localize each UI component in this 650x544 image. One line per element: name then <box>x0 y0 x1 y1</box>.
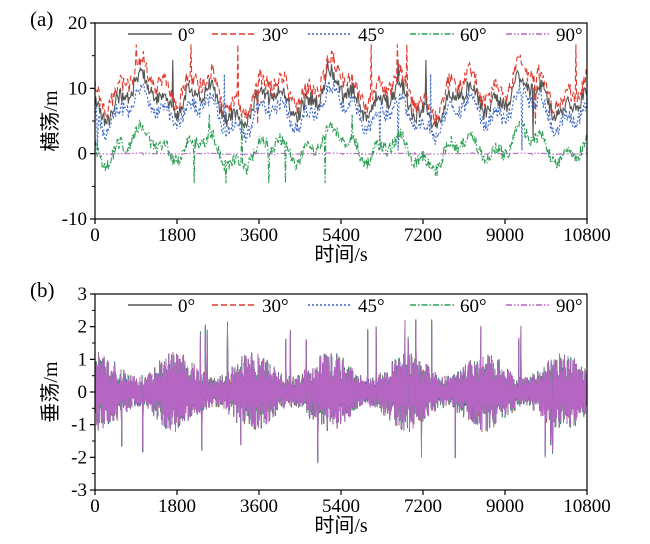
legend-label: 30° <box>262 296 289 317</box>
y-tick-label: 0 <box>78 144 88 165</box>
x-tick-label: 0 <box>90 496 100 517</box>
plot-area <box>95 319 587 464</box>
legend-label: 0° <box>178 25 195 46</box>
y-axis-title: 横荡/m <box>39 90 62 152</box>
legend-label: 60° <box>460 25 487 46</box>
legend-label: 0° <box>178 296 195 317</box>
x-tick-label: 7200 <box>404 225 442 246</box>
x-tick-label: 10800 <box>563 496 611 517</box>
x-tick-label: 5400 <box>322 225 360 246</box>
y-tick-label: -2 <box>71 447 87 468</box>
y-tick-label: 10 <box>68 78 87 99</box>
x-tick-label: 0 <box>90 225 100 246</box>
legend-label: 60° <box>460 296 487 317</box>
legend-label: 90° <box>556 25 583 46</box>
y-tick-label: -1 <box>71 415 87 436</box>
chart-panel-1: 0 1800 3600 5400 7200 9000 10800 -3 -2 -1 0 1 2 3 时间/s… <box>30 278 611 537</box>
x-tick-label: 10800 <box>563 225 611 246</box>
legend-label: 45° <box>358 296 385 317</box>
y-axis-title: 垂荡/m <box>39 361 62 423</box>
series-line <box>95 320 587 462</box>
x-tick-label: 1800 <box>158 496 196 517</box>
series-line <box>95 59 587 138</box>
series-line <box>95 151 587 156</box>
x-axis-title: 时间/s <box>314 514 368 537</box>
plot-area <box>95 44 587 184</box>
chart-panel-0: 0 1800 3600 5400 7200 9000 10800-1001020时间/s横荡… <box>30 7 611 266</box>
x-tick-label: 3600 <box>240 225 278 246</box>
y-tick-label: 2 <box>78 317 88 338</box>
y-tick-label: 1 <box>78 349 88 370</box>
panel-label: (a) <box>30 7 53 31</box>
legend-label: 30° <box>262 25 289 46</box>
x-axis-title: 时间/s <box>314 243 368 266</box>
x-tick-label: 9000 <box>486 496 524 517</box>
legend-label: 45° <box>358 25 385 46</box>
y-tick-label: 3 <box>78 284 88 305</box>
series-line <box>95 44 587 126</box>
legend-label: 90° <box>556 296 583 317</box>
x-tick-label: 9000 <box>486 225 524 246</box>
x-tick-label: 3600 <box>240 496 278 517</box>
plot-frame <box>94 22 588 220</box>
y-tick-label: -3 <box>71 480 87 501</box>
series-line <box>95 74 587 151</box>
panel-label: (b) <box>30 278 55 302</box>
y-tick-label: -10 <box>62 209 87 230</box>
y-tick-label: 20 <box>68 13 87 34</box>
x-tick-label: 1800 <box>158 225 196 246</box>
y-tick-label: 0 <box>78 382 88 403</box>
series-line <box>95 114 587 184</box>
x-tick-label: 7200 <box>404 496 442 517</box>
x-tick-label: 5400 <box>322 496 360 517</box>
